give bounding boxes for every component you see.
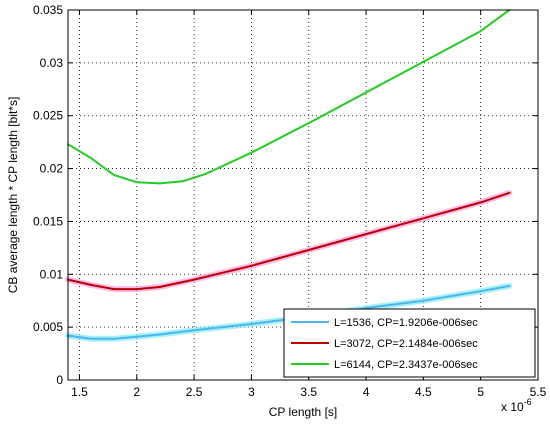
y-tick-label: 0.02: [40, 162, 64, 176]
x-multiplier-exponent: -6: [524, 397, 532, 407]
series-line-3: [67, 9, 511, 185]
y-tick-label: 0.025: [33, 109, 63, 123]
x-axis-multiplier: x 10-6: [501, 397, 532, 414]
series-lines: [67, 9, 511, 340]
y-tick-label: 0.015: [33, 214, 63, 228]
y-tick-labels: 0 0.005 0.01 0.015 0.02 0.025 0.03 0.035: [33, 3, 63, 387]
x-tick-label: 2.5: [186, 385, 203, 399]
series-line-2: [67, 191, 511, 291]
series-line-1: [67, 284, 511, 340]
x-tick-label: 3: [248, 385, 255, 399]
x-axis-label: CP length [s]: [269, 405, 337, 419]
x-tick-labels: 1.5 2 2.5 3 3.5 4 4.5 5 5.5: [71, 385, 547, 399]
legend-entry-3: L=6144, CP=2.3437e-006sec: [334, 359, 478, 371]
x-tick-label: 5: [477, 385, 484, 399]
legend: L=1536, CP=1.9206e-006sec L=3072, CP=2.14…: [283, 308, 536, 378]
ticks: [68, 9, 539, 381]
y-tick-label: 0.035: [33, 3, 63, 17]
plot-frame: [67, 9, 539, 381]
x-multiplier-base: x 10: [501, 400, 524, 414]
y-tick-label: 0: [56, 373, 63, 387]
x-tick-label: 5.5: [530, 385, 547, 399]
x-tick-label: 2: [133, 385, 140, 399]
legend-entry-1: L=1536, CP=1.9206e-006sec: [334, 317, 478, 329]
y-axis-label: CB average length * CP length [bit*s]: [6, 97, 20, 294]
x-tick-label: 4.5: [415, 385, 432, 399]
x-tick-label: 1.5: [71, 385, 88, 399]
legend-entry-2: L=3072, CP=2.1484e-006sec: [334, 338, 478, 350]
x-tick-label: 3.5: [300, 385, 317, 399]
y-tick-label: 0.03: [40, 56, 64, 70]
y-tick-label: 0.01: [40, 267, 64, 281]
x-tick-label: 4: [363, 385, 370, 399]
y-tick-label: 0.005: [33, 320, 63, 334]
